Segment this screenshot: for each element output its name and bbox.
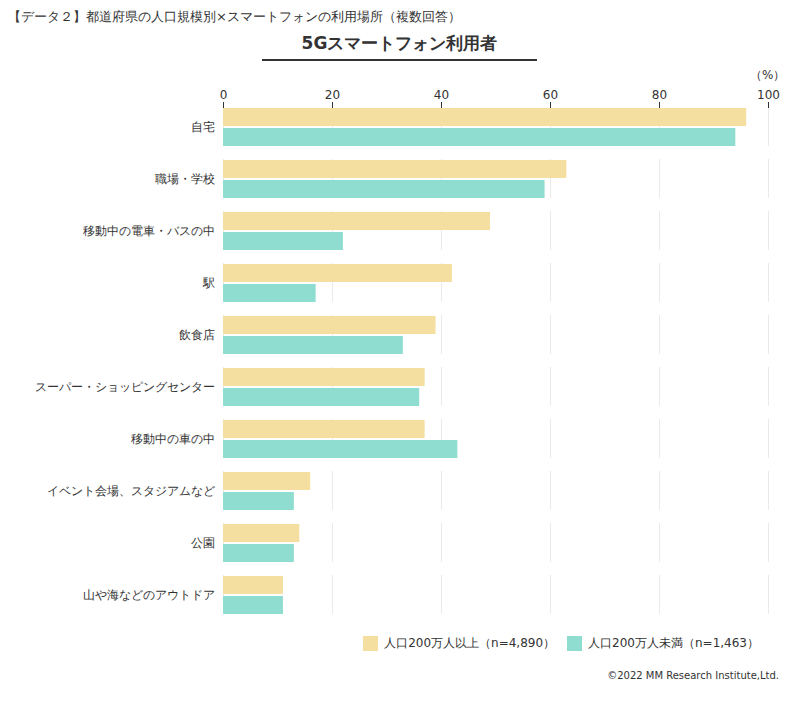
html-text:©2022 MM Research Institute,Lt: ©2022 MM Research Institute,Ltd. [607,670,779,681]
svg-text:山や海などのアウトドア: 山や海などのアウトドア [83,588,215,602]
svg-text:公園: 公園 [191,536,215,550]
svg-text:100: 100 [757,88,780,102]
html-text:5Gスマートフォン利用者: 5Gスマートフォン利用者 [301,33,498,53]
svg-text:駅: 駅 [202,276,215,290]
svg-text:飲食店: 飲食店 [179,328,215,342]
svg-text:移動中の車の中: 移動中の車の中 [131,432,215,446]
svg-text:スーパー・ショッピングセンター: スーパー・ショッピングセンター [35,380,215,394]
svg-text:60: 60 [543,88,558,102]
svg-text:80: 80 [652,88,667,102]
svg-text:自宅: 自宅 [191,120,215,134]
svg-text:（%）: （%） [750,68,785,82]
svg-text:20: 20 [325,88,340,102]
svg-text:0: 0 [220,88,228,102]
svg-text:イベント会場、スタジアムなど: イベント会場、スタジアムなど [47,484,215,498]
html-text:人口200万人未満（n=1,463）: 人口200万人未満（n=1,463） [588,636,759,650]
svg-text:移動中の電車・バスの中: 移動中の電車・バスの中 [83,224,215,238]
html-text:人口200万人以上（n=4,890）: 人口200万人以上（n=4,890） [384,636,556,650]
svg-text:40: 40 [434,88,449,102]
html-text:【データ２】都道府県の人口規模別×スマートフォンの利用場所（: 【データ２】都道府県の人口規模別×スマートフォンの利用場所（複数回答） [8,9,461,24]
svg-text:職場・学校: 職場・学校 [155,172,215,186]
